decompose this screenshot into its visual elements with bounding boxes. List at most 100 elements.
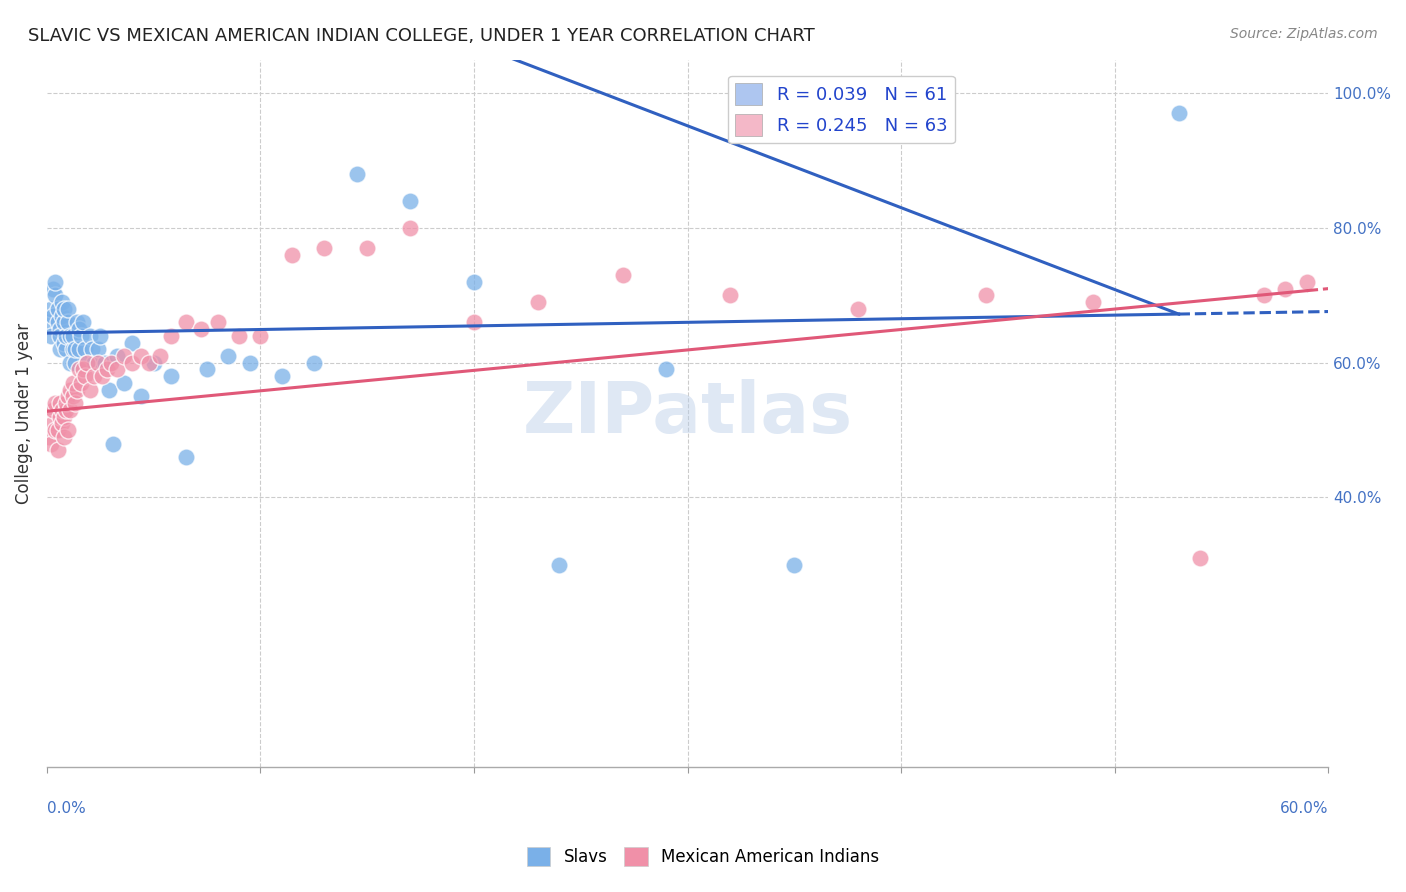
Point xyxy=(281,248,304,262)
Text: Source: ZipAtlas.com: Source: ZipAtlas.com xyxy=(1230,27,1378,41)
Point xyxy=(72,362,94,376)
Point xyxy=(1295,275,1317,289)
Point xyxy=(91,369,114,384)
Point xyxy=(72,315,94,329)
Point xyxy=(38,430,60,444)
Point xyxy=(70,328,93,343)
Point xyxy=(101,436,124,450)
Point xyxy=(129,349,152,363)
Point xyxy=(87,356,110,370)
Point xyxy=(48,343,70,357)
Point xyxy=(548,558,571,572)
Point xyxy=(63,356,86,370)
Point xyxy=(142,356,165,370)
Point xyxy=(62,343,84,357)
Point xyxy=(51,295,73,310)
Point xyxy=(195,362,218,376)
Point xyxy=(159,369,181,384)
Point xyxy=(52,315,75,329)
Point xyxy=(62,389,84,403)
Point xyxy=(59,356,82,370)
Point xyxy=(129,389,152,403)
Point xyxy=(39,436,62,450)
Point xyxy=(52,335,75,350)
Point xyxy=(96,362,118,376)
Point xyxy=(83,369,105,384)
Point xyxy=(174,315,197,329)
Text: 0.0%: 0.0% xyxy=(46,801,86,816)
Point xyxy=(63,343,86,357)
Point xyxy=(42,403,65,417)
Point xyxy=(783,558,806,572)
Point xyxy=(249,328,271,343)
Point xyxy=(66,315,89,329)
Point xyxy=(83,356,105,370)
Point xyxy=(302,356,325,370)
Point xyxy=(976,288,998,302)
Point xyxy=(55,328,77,343)
Point xyxy=(463,275,485,289)
Point xyxy=(612,268,634,282)
Point xyxy=(51,309,73,323)
Point xyxy=(138,356,160,370)
Point xyxy=(76,356,98,370)
Point xyxy=(399,194,422,208)
Point xyxy=(48,396,70,410)
Point xyxy=(51,417,73,431)
Point xyxy=(59,328,82,343)
Point xyxy=(655,362,678,376)
Point xyxy=(1274,282,1296,296)
Point xyxy=(239,356,262,370)
Point xyxy=(76,356,98,370)
Point xyxy=(1167,106,1189,120)
Point xyxy=(62,376,84,390)
Point xyxy=(718,288,741,302)
Point xyxy=(39,403,62,417)
Point xyxy=(62,328,84,343)
Point xyxy=(59,403,82,417)
Point xyxy=(527,295,550,310)
Point xyxy=(67,343,90,357)
Point xyxy=(190,322,212,336)
Point xyxy=(105,349,128,363)
Point xyxy=(46,443,69,458)
Point xyxy=(44,396,66,410)
Point xyxy=(48,409,70,424)
Point xyxy=(46,301,69,316)
Point xyxy=(63,396,86,410)
Point xyxy=(42,417,65,431)
Point xyxy=(270,369,292,384)
Point xyxy=(356,241,378,255)
Point xyxy=(55,396,77,410)
Legend: R = 0.039   N = 61, R = 0.245   N = 63: R = 0.039 N = 61, R = 0.245 N = 63 xyxy=(728,76,955,144)
Point xyxy=(59,383,82,397)
Point xyxy=(93,356,115,370)
Text: SLAVIC VS MEXICAN AMERICAN INDIAN COLLEGE, UNDER 1 YEAR CORRELATION CHART: SLAVIC VS MEXICAN AMERICAN INDIAN COLLEG… xyxy=(28,27,815,45)
Point xyxy=(79,328,101,343)
Point xyxy=(66,383,89,397)
Point xyxy=(346,167,368,181)
Point xyxy=(52,409,75,424)
Point xyxy=(46,423,69,437)
Point xyxy=(1188,551,1211,566)
Point xyxy=(121,356,143,370)
Point xyxy=(58,389,80,403)
Point xyxy=(80,343,103,357)
Point xyxy=(87,343,110,357)
Point xyxy=(52,430,75,444)
Point xyxy=(846,301,869,316)
Point xyxy=(44,275,66,289)
Point xyxy=(399,221,422,235)
Point xyxy=(75,343,97,357)
Point xyxy=(67,362,90,376)
Point xyxy=(67,322,90,336)
Point xyxy=(75,369,97,384)
Point xyxy=(1253,288,1275,302)
Legend: Slavs, Mexican American Indians: Slavs, Mexican American Indians xyxy=(520,840,886,873)
Point xyxy=(42,282,65,296)
Point xyxy=(44,423,66,437)
Point xyxy=(174,450,197,464)
Point xyxy=(42,309,65,323)
Point xyxy=(38,315,60,329)
Point xyxy=(48,322,70,336)
